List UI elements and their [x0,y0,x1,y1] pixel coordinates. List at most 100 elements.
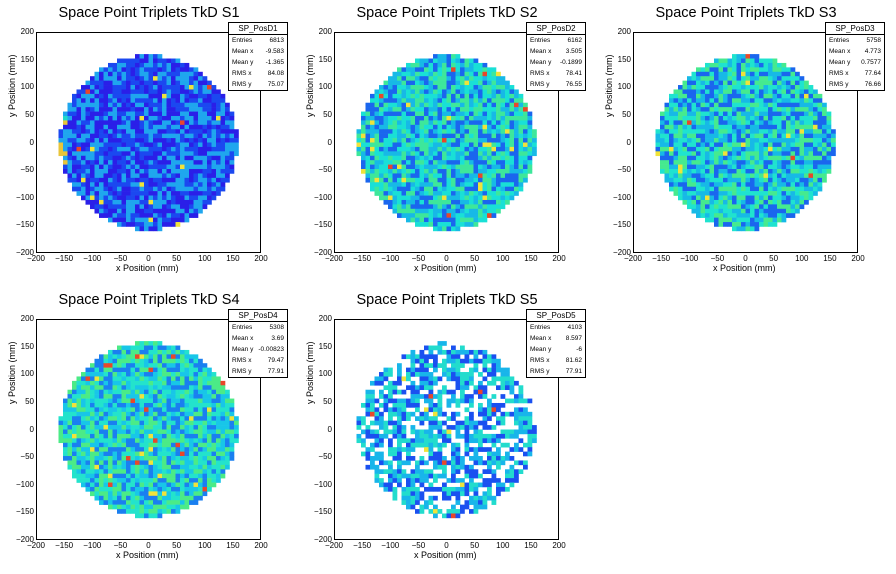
heatmap-bin [768,146,773,152]
heatmap-bin [397,98,402,104]
heatmap-bin [162,478,167,483]
heatmap-bin [754,85,760,90]
heatmap-bin [523,133,528,139]
heatmap-bin [94,204,100,210]
heatmap-bin [144,62,149,68]
stats-row: Mean y -1.365 [229,57,287,68]
heatmap-bin [487,111,492,117]
heatmap-bin [81,155,86,161]
heatmap-bin [166,191,172,196]
heatmap-bin [745,222,751,227]
heatmap-bin [58,425,64,430]
heatmap-bin [157,226,163,232]
heatmap-bin [103,208,109,214]
heatmap-bin [500,186,506,192]
heatmap-bin [678,164,683,170]
heatmap-bin [678,124,683,130]
heatmap-bin [81,124,86,130]
heatmap-bin [383,177,389,183]
heatmap-bin [464,213,470,218]
heatmap-bin [117,385,122,391]
y-tick-label: −50 [617,165,631,175]
heatmap-bin [193,407,199,413]
heatmap-bin [157,85,163,90]
heatmap-bin [220,142,226,148]
heatmap-bin [428,177,434,183]
heatmap-bin [171,186,176,192]
heatmap-bin [392,160,398,165]
heatmap-bin [741,120,746,126]
heatmap-bin [745,54,751,59]
heatmap-bin [139,208,145,214]
stats-label: Mean y [232,59,254,66]
heatmap-bin [808,177,814,183]
heatmap-bin [180,107,185,112]
heatmap-bin [464,93,470,99]
heatmap-bin [99,491,104,497]
heatmap-bin [81,169,86,174]
heatmap-bin [198,367,203,373]
heatmap-bin [365,142,371,148]
heatmap-bin [383,129,389,134]
heatmap-bin [415,204,420,210]
heatmap-bin [437,177,443,183]
heatmap-bin [162,62,167,68]
heatmap-bin [202,491,208,497]
heatmap-bin [166,186,172,192]
heatmap-bin [90,460,95,466]
heatmap-bin [166,504,172,510]
heatmap-bin [99,142,104,148]
heatmap-bin [682,129,688,134]
heatmap-bin [795,76,800,81]
heatmap-bin [514,115,519,121]
heatmap-bin [94,411,100,417]
heatmap-bin [202,129,208,134]
heatmap-bin [184,389,190,395]
heatmap-bin [673,186,679,192]
heatmap-bin [388,195,393,201]
heatmap-bin [130,380,136,386]
heatmap-bin [723,191,728,196]
heatmap-bin [759,169,764,174]
heatmap-bin [193,456,199,461]
heatmap-bin [166,486,172,492]
heatmap-bin [442,98,447,104]
x-tick-label: −100 [381,254,400,263]
heatmap-bin [184,80,190,86]
heatmap-bin [374,115,380,121]
heatmap-bin [813,177,818,183]
heatmap-bin [153,372,158,377]
heatmap-bin [175,182,181,187]
heatmap-bin [234,416,239,421]
heatmap-bin [207,89,212,95]
heatmap-bin [121,429,127,435]
heatmap-bin [211,129,217,134]
heatmap-bin [361,164,366,170]
heatmap-bin [148,464,154,470]
heatmap-bin [705,120,710,126]
heatmap-bin [736,98,742,104]
heatmap-bin [171,213,176,218]
heatmap-bin [121,89,127,95]
heatmap-bin [99,385,104,391]
heatmap-bin [117,146,122,152]
heatmap-bin [171,504,176,510]
heatmap-bin [532,142,537,148]
heatmap-bin [723,213,728,218]
heatmap-bin [446,186,452,192]
heatmap-bin [180,182,185,187]
heatmap-bin [478,76,483,81]
heatmap-bin [487,191,492,196]
heatmap-bin [464,151,470,157]
heatmap-bin [473,160,479,165]
heatmap-bin [687,80,692,86]
heatmap-bin [90,173,95,179]
heatmap-bin [482,164,488,170]
heatmap-bin [144,358,149,364]
heatmap-bin [130,120,136,126]
heatmap-bin [669,124,674,130]
heatmap-bin [750,191,755,196]
heatmap-bin [153,124,158,130]
heatmap-bin [790,151,796,157]
heatmap-bin [94,186,100,192]
